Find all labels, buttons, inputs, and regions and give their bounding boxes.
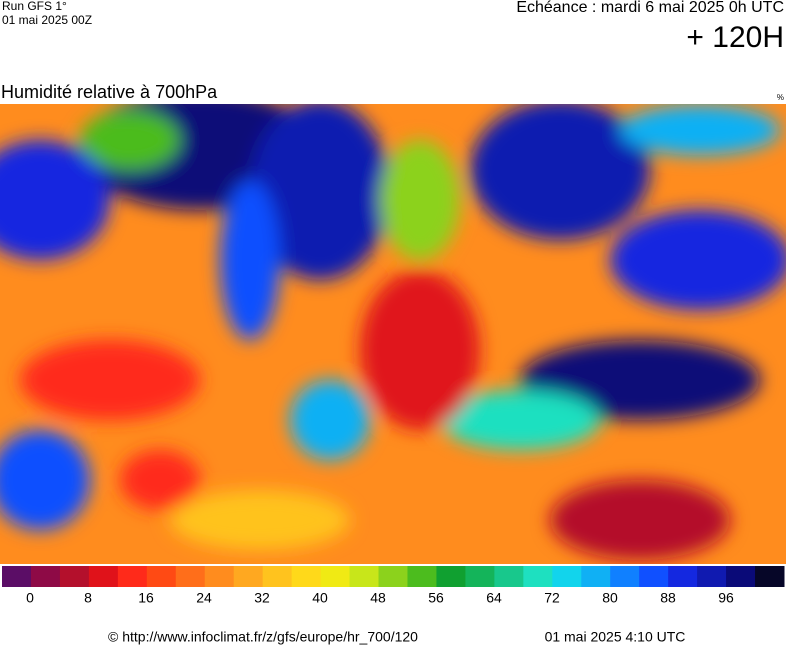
colorbar-swatch [523,566,553,587]
run-date: 01 mai 2025 00Z [2,13,92,27]
colorbar-label: 48 [370,590,386,606]
colorbar-swatch [204,566,235,587]
colorbar-swatch [2,566,32,587]
colorbar-label: 88 [660,590,676,606]
colorbar-swatch [610,566,640,587]
colorbar-swatch [494,566,524,587]
forecast: Echéance : mardi 6 mai 2025 0h UTC [516,0,784,16]
colorbar-swatch [639,566,669,587]
colorbar-swatch [30,566,61,587]
source-url: © http://www.infoclimat.fr/z/gfs/europe/… [108,629,418,645]
colorbar-swatch [407,566,437,587]
colorbar-swatch [262,566,293,587]
colorbar: 0 8 16 24 32 40 48 56 64 72 80 88 96 [2,566,785,606]
colorbar-swatch [755,566,785,587]
colorbar-swatch [726,566,756,587]
lead-time: + 120H [686,21,784,54]
colorbar-swatch [581,566,611,587]
colorbar-swatch [175,566,206,587]
colorbar-swatch [465,566,495,587]
colorbar-label: 24 [196,590,212,606]
colorbar-label: 56 [428,590,444,606]
run: Run GFS 1° [2,0,67,13]
colorbar-label: 0 [26,590,34,606]
unit: % [777,93,784,102]
generated: 01 mai 2025 4:10 UTC [545,629,686,645]
colorbar-swatch [436,566,466,587]
colorbar-swatch [320,566,351,587]
colorbar-swatch [146,566,177,587]
colorbar-label: 96 [718,590,734,606]
colorbar-label: 16 [138,590,154,606]
colorbar-label: 80 [602,590,618,606]
colorbar-swatch [378,566,408,587]
colorbar-label: 72 [544,590,560,606]
colorbar-swatch [668,566,698,587]
colorbar-label: 8 [84,590,92,606]
colorbar-label: 40 [312,590,328,606]
colorbar-swatch [233,566,264,587]
colorbar-swatch [88,566,119,587]
colorbar-swatch [552,566,582,587]
colorbar-swatch [697,566,727,587]
colorbar-swatch [117,566,148,587]
colorbar-swatch [349,566,380,587]
humidity-map [0,104,786,564]
map-title: Humidité relative à 700hPa [1,82,218,102]
colorbar-swatch [59,566,90,587]
colorbar-swatch [291,566,322,587]
colorbar-label: 64 [486,590,502,606]
colorbar-label: 32 [254,590,270,606]
